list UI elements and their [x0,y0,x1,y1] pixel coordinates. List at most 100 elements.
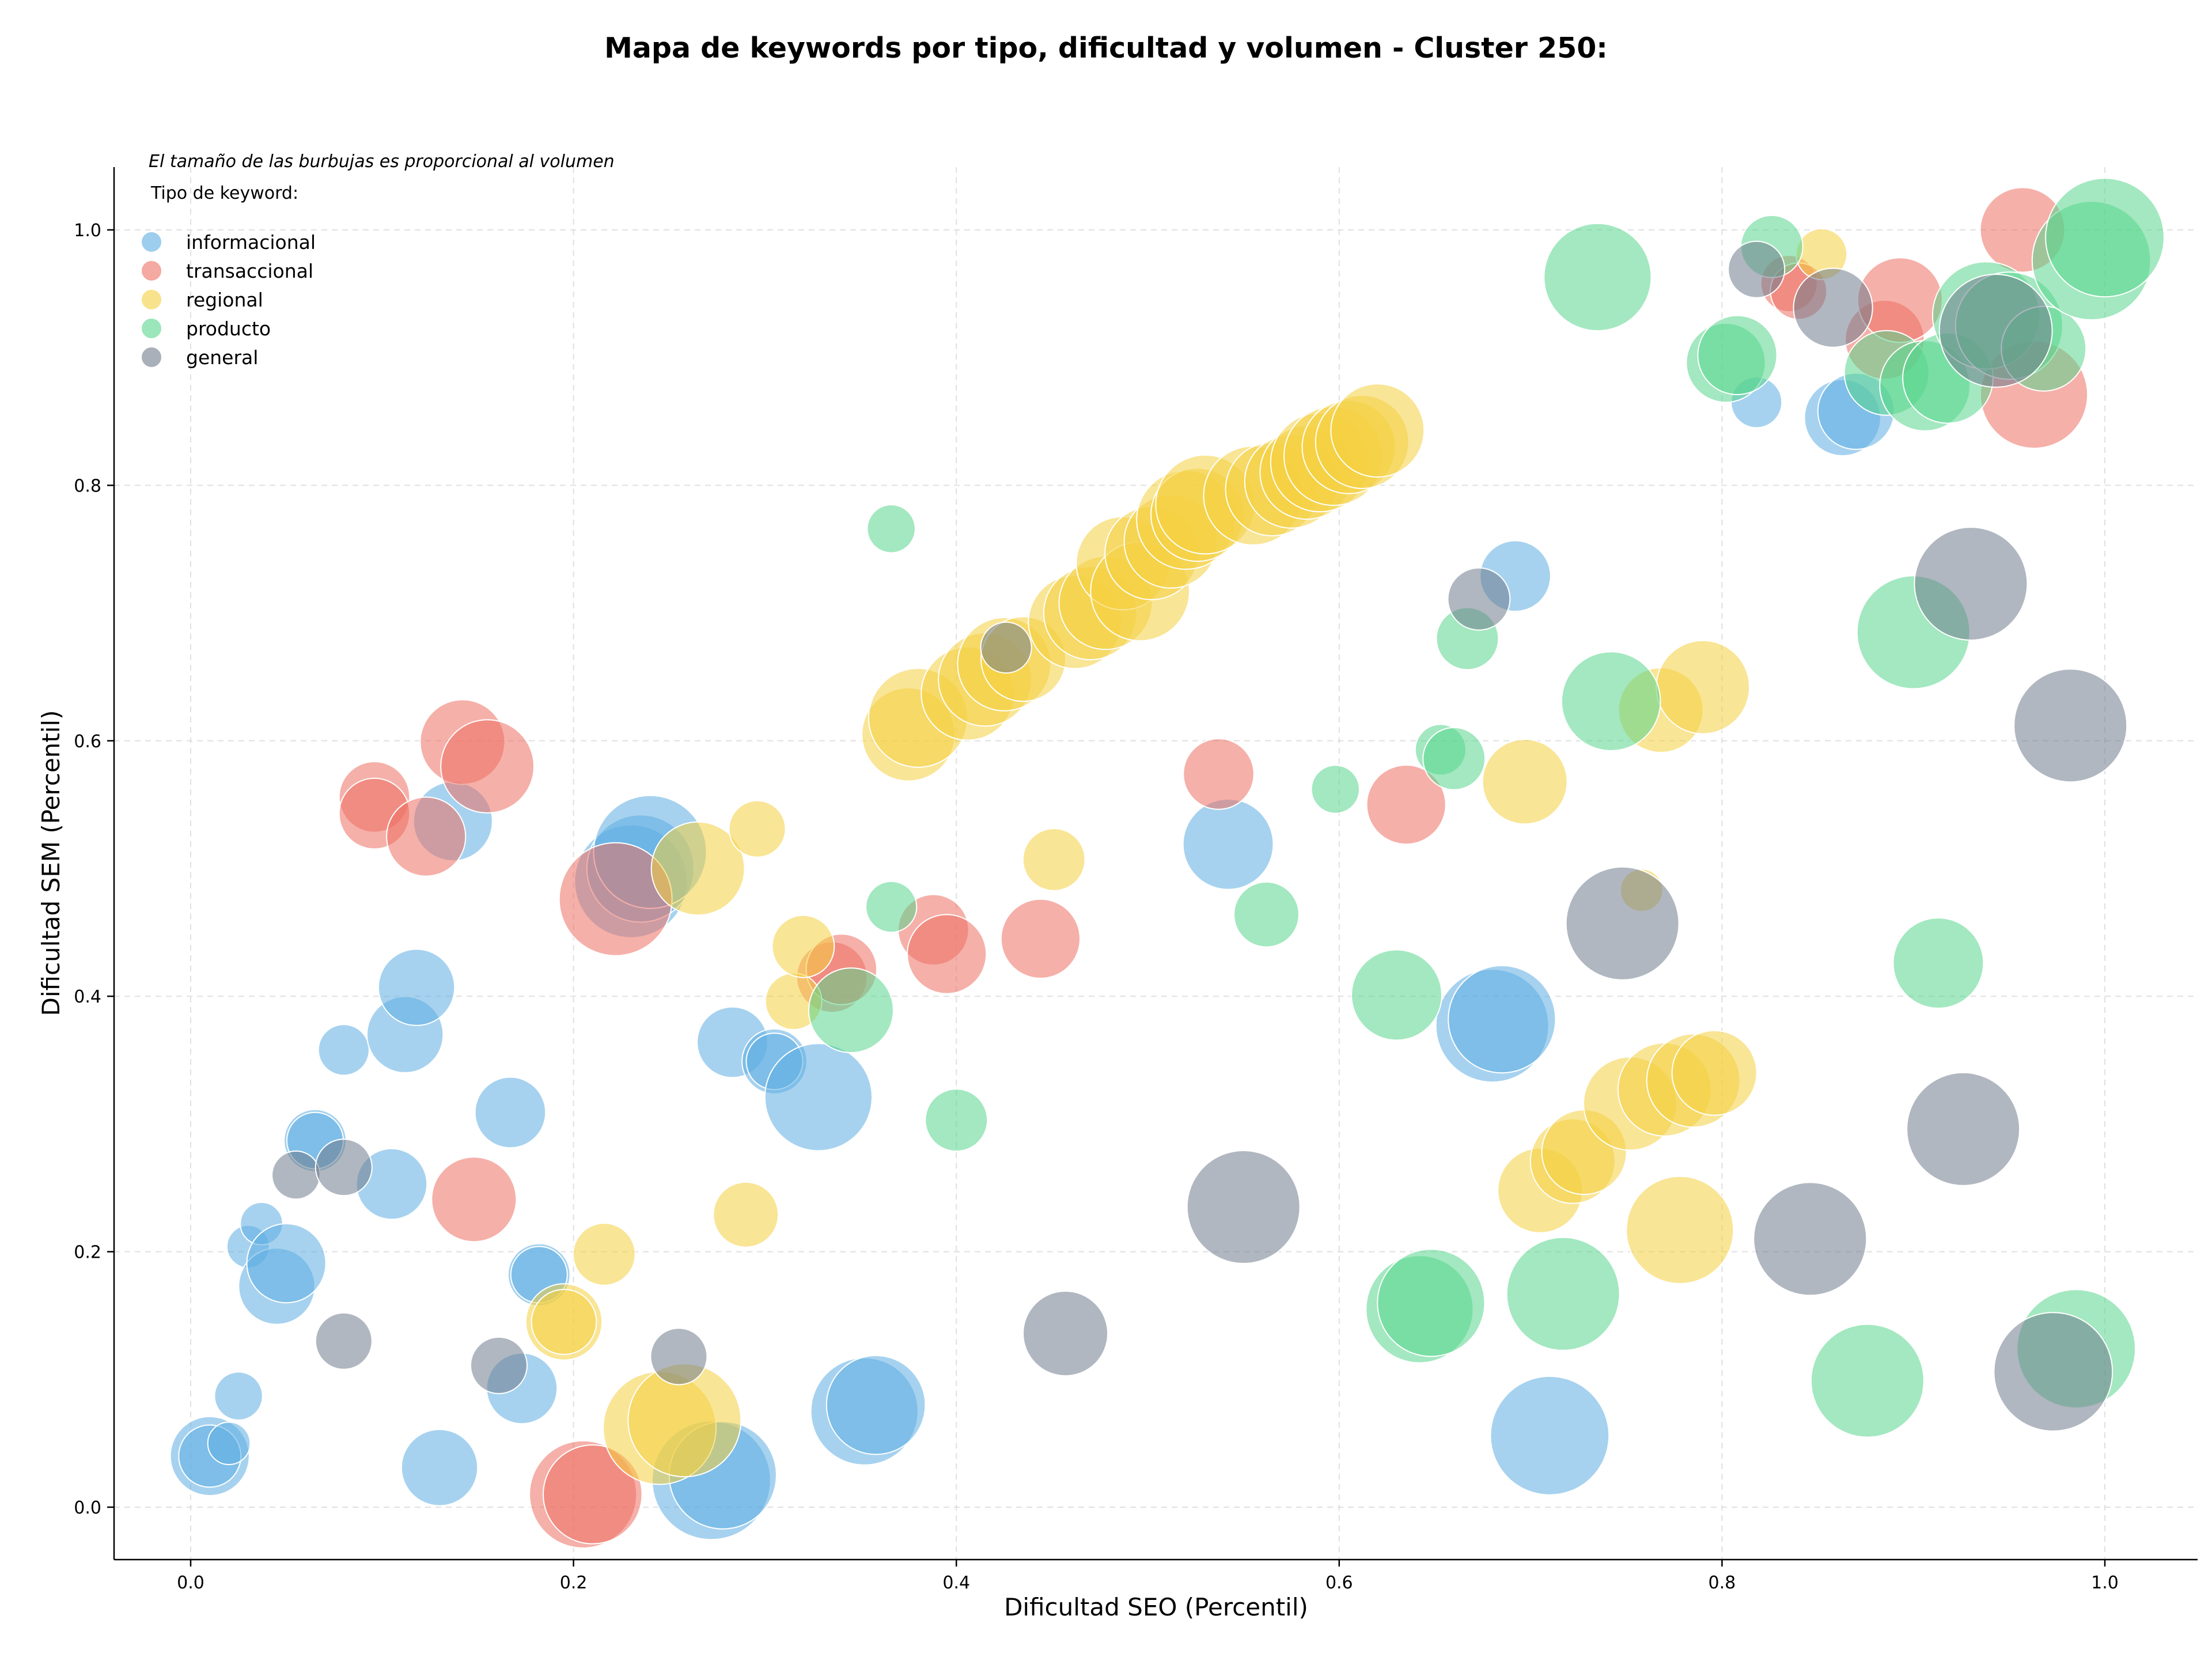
bubble-producto [2045,177,2165,298]
bubble-producto [866,504,916,554]
bubble-producto [1560,651,1661,751]
bubble-producto [1892,917,1984,1009]
legend-label-regional: regional [186,289,263,311]
bubble-general [1914,527,2028,641]
bubble-regional [728,800,786,858]
bubble-transaccional [440,719,535,814]
bubble-informacional [207,1421,251,1465]
bubble-general [470,1336,528,1394]
legend-label-informacional: informacional [186,231,316,253]
chart-title: Mapa de keywords por tipo, dificultad y … [604,32,1608,65]
bubble-general [650,1327,708,1386]
bubble-transaccional [1000,898,1081,979]
bubble-general [1022,1291,1109,1376]
bubble-regional [1022,828,1086,891]
bubble-general [1993,1312,2113,1432]
x-tick-label: 0.6 [1325,1573,1353,1593]
legend-label-transaccional: transaccional [186,260,313,282]
bubble-transaccional [431,1156,517,1243]
bubble-producto [1310,765,1360,814]
legend-marker-informacional [141,231,162,253]
bubble-general [271,1150,321,1200]
axis-ticks: 0.0 0.2 0.4 0.6 0.8 1.0 0.0 0.2 0.4 0.6 0.8 1.0 [74,221,2119,1593]
bubble-regional [771,914,835,978]
bubble-informacional [246,1223,327,1304]
bubble-general [315,1138,373,1197]
y-tick-label: 0.4 [74,987,101,1007]
bubble-producto [865,880,918,933]
y-axis-label: Dificultad SEM (Percentil) [37,710,65,1016]
bubble-producto [1422,727,1486,790]
x-tick-label: 0.4 [942,1573,970,1593]
bubble-regional [1330,383,1425,478]
bubble-producto [1351,949,1442,1041]
bubble-regional [1656,640,1751,735]
bubble-regional [1482,739,1568,825]
x-tick-label: 0.2 [560,1573,588,1593]
bubble-transaccional [543,1444,643,1545]
legend-marker-transaccional [141,260,162,282]
bubble-general [1447,567,1511,631]
bubble-informacional [317,1024,370,1076]
bubble-informacional [764,1043,873,1152]
bubble-regional [1671,1030,1758,1116]
legend-title: Tipo de keyword: [150,183,298,203]
bubble-general [1186,1150,1301,1264]
series-transaccional [338,187,2089,1549]
bubble-general [1753,1182,1868,1296]
legend: Tipo de keyword: informacional transaccio… [141,183,316,369]
y-tick-label: 1.0 [74,221,101,241]
bubble-general [1906,1072,2021,1186]
bubble-general [2013,668,2128,783]
bubble-regional [572,1223,636,1286]
bubble-producto [925,1088,988,1152]
y-tick-label: 0.0 [74,1498,101,1518]
x-axis-label: Dificultad SEO (Percentil) [1004,1593,1308,1621]
x-tick-label: 1.0 [2091,1573,2119,1593]
bubble-informacional [1182,799,1274,890]
bubble-informacional [1490,1375,1610,1496]
bubble-informacional [214,1371,263,1421]
bubble-producto [1697,315,1778,395]
x-tick-label: 0.0 [177,1573,204,1593]
bubble-informacional [825,1354,926,1455]
bubble-producto [1506,1236,1620,1351]
legend-label-producto: producto [186,317,271,340]
bubble-informacional [1448,965,1556,1074]
bubble-general [1728,240,1786,298]
bubble-transaccional [1366,765,1446,845]
bubble-transaccional [907,914,987,994]
bubble-general [315,1312,373,1370]
series-regional [525,228,1848,1485]
y-tick-label: 0.6 [74,732,101,752]
legend-marker-producto [141,317,162,339]
y-tick-label: 0.8 [74,476,101,496]
bubble-regional [531,1289,597,1355]
legend-marker-regional [141,289,162,311]
bubble-informacional [474,1076,547,1149]
bubble-regional [1626,1175,1734,1284]
bubble-producto [1543,222,1652,332]
bubble-size-note: El tamaño de las burbujas es proporciona… [149,152,615,172]
bubble-general [1793,267,1873,348]
legend-marker-general [141,346,162,368]
bubble-transaccional [386,796,467,877]
bubble-informacional [400,1429,479,1507]
data-bubbles [169,177,2165,1549]
axes [113,167,2198,1561]
bubble-regional [713,1181,779,1248]
legend-label-general: general [186,346,258,369]
bubble-general [1938,274,2053,388]
bubble-general [1565,866,1680,981]
bubble-producto [1810,1323,1925,1438]
bubble-informacional [377,948,456,1026]
legend-items: informacional transaccional regional produc… [141,231,316,369]
bubble-regional [650,821,745,916]
bubble-producto [1233,881,1300,948]
bubble-general [980,621,1032,674]
bubble-transaccional [1183,738,1255,810]
bubble-producto [808,967,894,1054]
x-tick-label: 0.8 [1709,1573,1736,1593]
y-tick-label: 0.2 [74,1243,101,1263]
